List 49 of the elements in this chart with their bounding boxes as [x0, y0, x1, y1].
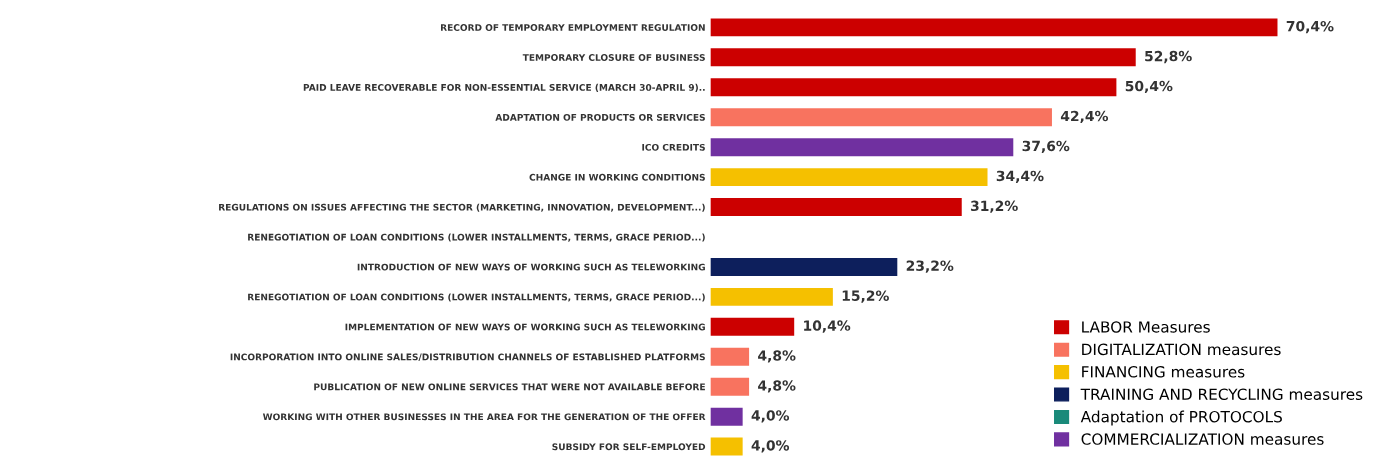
- y-tick-label: IMPLEMENTATION OF NEW WAYS OF WORKING SUCH AS TELEWORKING: [345, 323, 705, 331]
- y-tick-label: ADAPTATION OF PRODUCTS OR SERVICES: [495, 113, 705, 121]
- data-label: 31,2%: [971, 200, 1018, 213]
- bar: [710, 317, 795, 336]
- bar: [710, 257, 898, 276]
- bar: [710, 198, 962, 217]
- legend-label: FINANCING measures: [1082, 366, 1245, 378]
- data-label: 4,0%: [751, 410, 790, 423]
- bar: [710, 377, 750, 396]
- bar: [710, 78, 1117, 97]
- y-tick-label: CHANGE IN WORKING CONDITIONS: [529, 173, 705, 181]
- y-tick-label: INTRODUCTION OF NEW WAYS OF WORKING SUCH AS TELEWORKING: [357, 263, 705, 271]
- bar: [710, 347, 750, 366]
- y-tick-label: RENEGOTIATION OF LOAN CONDITIONS (LOWER INSTALLMENTS, TERMS, GRACE PERIOD...): [248, 233, 705, 242]
- y-tick-label: PUBLICATION OF NEW ONLINE SERVICES THAT WERE NOT AVAILABLE BEFORE: [314, 383, 705, 391]
- bar: [710, 287, 833, 306]
- legend-label: TRAINING AND RECYCLING measures: [1080, 388, 1363, 401]
- y-tick-label: TEMPORARY CLOSURE OF BUSINESS: [522, 54, 705, 61]
- y-tick-label: SUBSIDY FOR SELF-EMPLOYED: [552, 443, 706, 451]
- data-label: 23,2%: [906, 260, 954, 273]
- legend-label: DIGITALIZATION measures: [1082, 343, 1281, 356]
- legend-label: COMMERCIALIZATION measures: [1081, 433, 1324, 445]
- bar: [710, 138, 1014, 157]
- y-tick-label: RECORD OF TEMPORARY EMPLOYMENT REGULATION: [441, 24, 705, 31]
- data-label: 10,4%: [804, 320, 851, 333]
- legend-label: LABOR Measures: [1082, 321, 1210, 333]
- data-label: 34,4%: [996, 170, 1044, 183]
- y-tick-label: WORKING WITH OTHER BUSINESSES IN THE AREA FOR THE GENERATION OF THE OFFER: [262, 413, 706, 421]
- y-tick-label: INCORPORATION INTO ONLINE SALES/DISTRIBUTION CHANNELS OF ESTABLISHED PLATFORMS: [230, 353, 705, 362]
- legend-label: Adaptation of PROTOCOLS: [1080, 410, 1282, 426]
- y-tick-label: REGULATIONS ON ISSUES AFFECTING THE SECTOR (MARKETING, INNOVATION, DEVELOPMENT...): [219, 203, 705, 212]
- bar: [710, 48, 1136, 67]
- y-tick-label: ICO CREDITS: [642, 143, 705, 151]
- data-label: 15,2%: [842, 290, 889, 303]
- bar: [710, 18, 1278, 37]
- y-tick-label: PAID LEAVE RECOVERABLE FOR NON-ESSENTIAL SERVICE (MARCH 30-APRIL 9)..: [303, 83, 705, 92]
- bar: [710, 168, 988, 187]
- data-label: 50,4%: [1125, 80, 1173, 94]
- data-label: 4,8%: [758, 380, 796, 393]
- bar: [710, 407, 743, 426]
- data-label: 4,8%: [758, 350, 796, 363]
- data-label: 70,4%: [1286, 20, 1334, 34]
- data-label: 37,6%: [1022, 140, 1070, 153]
- data-label: 52,8%: [1145, 50, 1192, 64]
- bar: [710, 108, 1052, 127]
- data-label: 4,0%: [751, 440, 790, 453]
- bar: [710, 437, 743, 456]
- data-label: 42,4%: [1060, 110, 1109, 124]
- y-tick-label: RENEGOTIATION OF LOAN CONDITIONS (LOWER INSTALLMENTS, TERMS, GRACE PERIOD...): [248, 293, 705, 302]
